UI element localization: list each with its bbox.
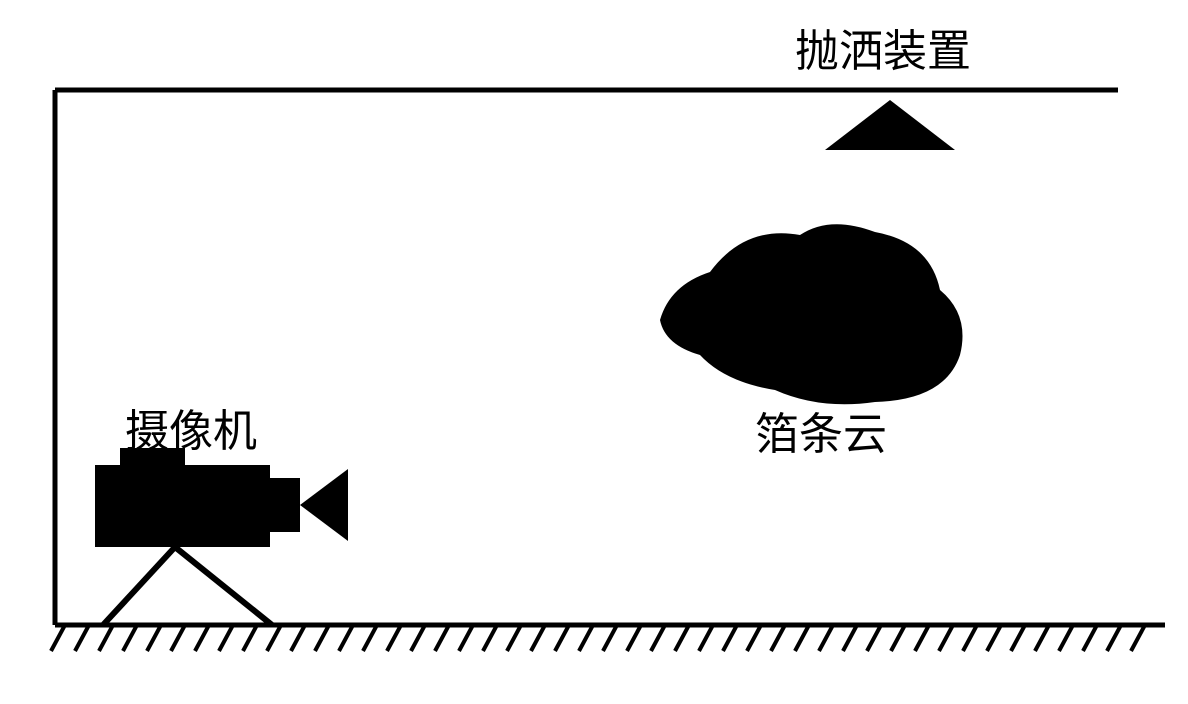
ground-hatch-tick	[219, 625, 233, 651]
camera-label: 摄像机	[125, 395, 257, 459]
ground-hatch-tick	[603, 625, 617, 651]
ground-hatch-tick	[747, 625, 761, 651]
ground-hatch-tick	[123, 625, 137, 651]
ground-hatch-tick	[243, 625, 257, 651]
ground-hatch-tick	[195, 625, 209, 651]
ground-hatch-tick	[819, 625, 833, 651]
ground-hatch-tick	[627, 625, 641, 651]
ground-hatch-tick	[435, 625, 449, 651]
ground-hatch-tick	[867, 625, 881, 651]
ground-hatch-group	[51, 625, 1145, 651]
ground-hatch-tick	[1011, 625, 1025, 651]
ground-hatch-tick	[1035, 625, 1049, 651]
ground-hatch-tick	[51, 625, 65, 651]
ground-hatch-tick	[459, 625, 473, 651]
ground-hatch-tick	[579, 625, 593, 651]
ground-hatch-tick	[651, 625, 665, 651]
ground-hatch-tick	[147, 625, 161, 651]
ground-hatch-tick	[1107, 625, 1121, 651]
ground-hatch-tick	[771, 625, 785, 651]
ground-hatch-tick	[555, 625, 569, 651]
ground-hatch-tick	[1059, 625, 1073, 651]
ground-hatch-tick	[339, 625, 353, 651]
ground-hatch-tick	[987, 625, 1001, 651]
ground-hatch-tick	[939, 625, 953, 651]
ground-hatch-tick	[99, 625, 113, 651]
ground-hatch-tick	[171, 625, 185, 651]
ground-hatch-tick	[915, 625, 929, 651]
ground-hatch-tick	[699, 625, 713, 651]
ground-hatch-tick	[531, 625, 545, 651]
ground-hatch-tick	[411, 625, 425, 651]
ground-hatch-tick	[363, 625, 377, 651]
ground-hatch-tick	[723, 625, 737, 651]
ground-hatch-tick	[483, 625, 497, 651]
ground-hatch-tick	[963, 625, 977, 651]
ground-hatch-tick	[507, 625, 521, 651]
ground-hatching	[0, 0, 1188, 704]
ground-hatch-tick	[1131, 625, 1145, 651]
chaff-cloud-label: 箔条云	[755, 398, 887, 462]
dispenser-label: 抛洒装置	[795, 15, 971, 79]
ground-hatch-tick	[891, 625, 905, 651]
ground-hatch-tick	[315, 625, 329, 651]
ground-hatch-tick	[843, 625, 857, 651]
ground-hatch-tick	[1083, 625, 1097, 651]
ground-hatch-tick	[267, 625, 281, 651]
ground-hatch-tick	[291, 625, 305, 651]
ground-hatch-tick	[795, 625, 809, 651]
ground-hatch-tick	[387, 625, 401, 651]
ground-hatch-tick	[75, 625, 89, 651]
ground-hatch-tick	[675, 625, 689, 651]
